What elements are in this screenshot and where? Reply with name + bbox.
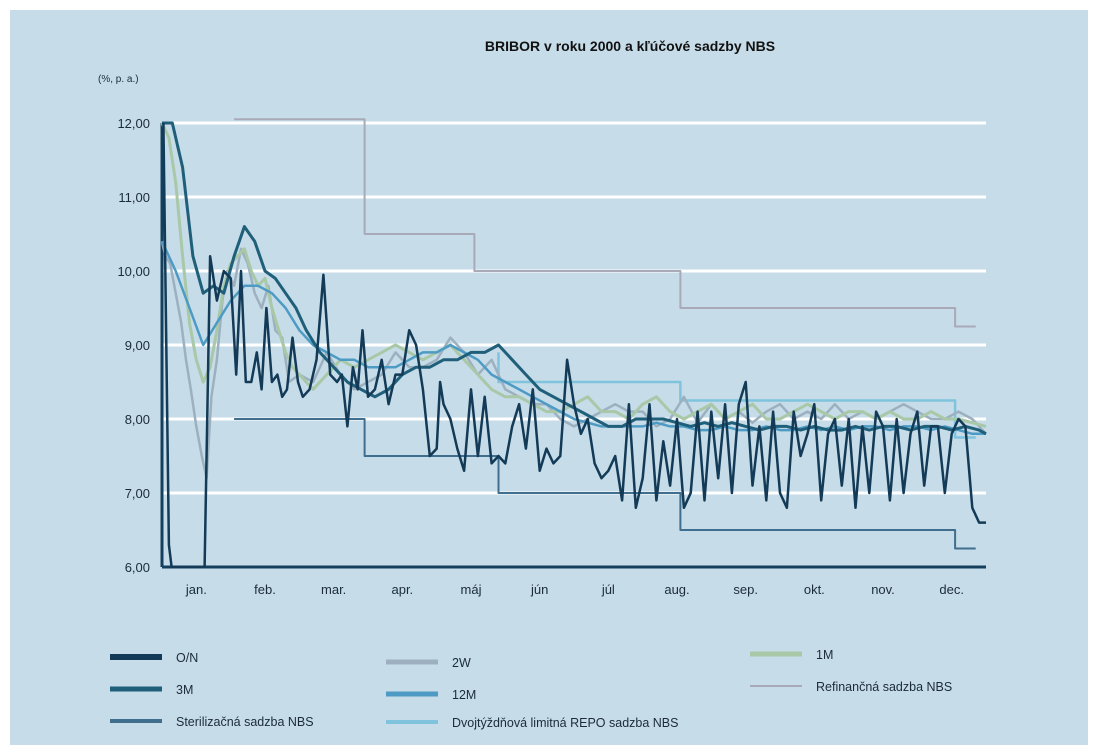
x-tick-label: jan.: [185, 582, 207, 597]
legend-label-w2: 2W: [452, 656, 471, 670]
bribor-line-chart: BRIBOR v roku 2000 a kľúčové sadzby NBS …: [98, 38, 987, 730]
y-tick-label: 11,00: [118, 190, 150, 205]
legend-label-m3: 3M: [176, 683, 193, 697]
chart-title: BRIBOR v roku 2000 a kľúčové sadzby NBS: [485, 38, 775, 54]
y-axis-unit-label: (%, p. a.): [98, 74, 139, 85]
series-line-m1: [160, 122, 987, 428]
legend-label-m12: 12M: [452, 688, 476, 702]
x-tick-label: mar.: [321, 582, 346, 597]
x-tick-label: okt.: [804, 582, 825, 597]
legend-label-steril: Sterilizačná sadzba NBS: [176, 715, 314, 729]
y-tick-label: 6,00: [125, 560, 150, 575]
axes: [160, 123, 986, 569]
series-line-refin: [234, 118, 976, 328]
x-tick-label: júl: [601, 582, 615, 597]
x-tick-label: máj: [461, 582, 482, 597]
x-tick-label: feb.: [254, 582, 276, 597]
x-tick-label: apr.: [391, 582, 413, 597]
legend-label-on: O/N: [176, 651, 198, 665]
series-line-w2: [160, 241, 987, 480]
y-tick-label: 10,00: [117, 264, 150, 279]
y-tick-labels: 6,00 7,00 8,00 9,00 10,00 11,00 12,00: [117, 116, 150, 575]
series-line-on: [162, 122, 986, 569]
x-tick-labels: jan. feb. mar. apr. máj jún júl aug. sep. okt. nov…: [185, 582, 964, 597]
legend-label-refin: Refinančná sadzba NBS: [816, 680, 952, 694]
x-tick-label: dec.: [939, 582, 964, 597]
y-tick-label: 9,00: [125, 338, 150, 353]
legend-label-m1: 1M: [816, 648, 833, 662]
legend: O/N 2W 1M 3M 12M Refinančná sadzba NBS Sterili…: [110, 648, 952, 730]
x-tick-label: aug.: [664, 582, 689, 597]
x-tick-label: jún: [530, 582, 548, 597]
y-tick-label: 8,00: [125, 412, 150, 427]
x-tick-label: nov.: [871, 582, 895, 597]
y-tick-label: 7,00: [125, 486, 150, 501]
series-lines: [160, 118, 987, 569]
chart-panel: BRIBOR v roku 2000 a kľúčové sadzby NBS …: [10, 10, 1088, 745]
series-line-steril: [234, 418, 976, 550]
legend-label-repo: Dvojtýždňová limitná REPO sadzba NBS: [452, 716, 678, 730]
y-tick-label: 12,00: [117, 116, 150, 131]
x-tick-label: sep.: [733, 582, 758, 597]
series-line-m3: [162, 121, 987, 436]
